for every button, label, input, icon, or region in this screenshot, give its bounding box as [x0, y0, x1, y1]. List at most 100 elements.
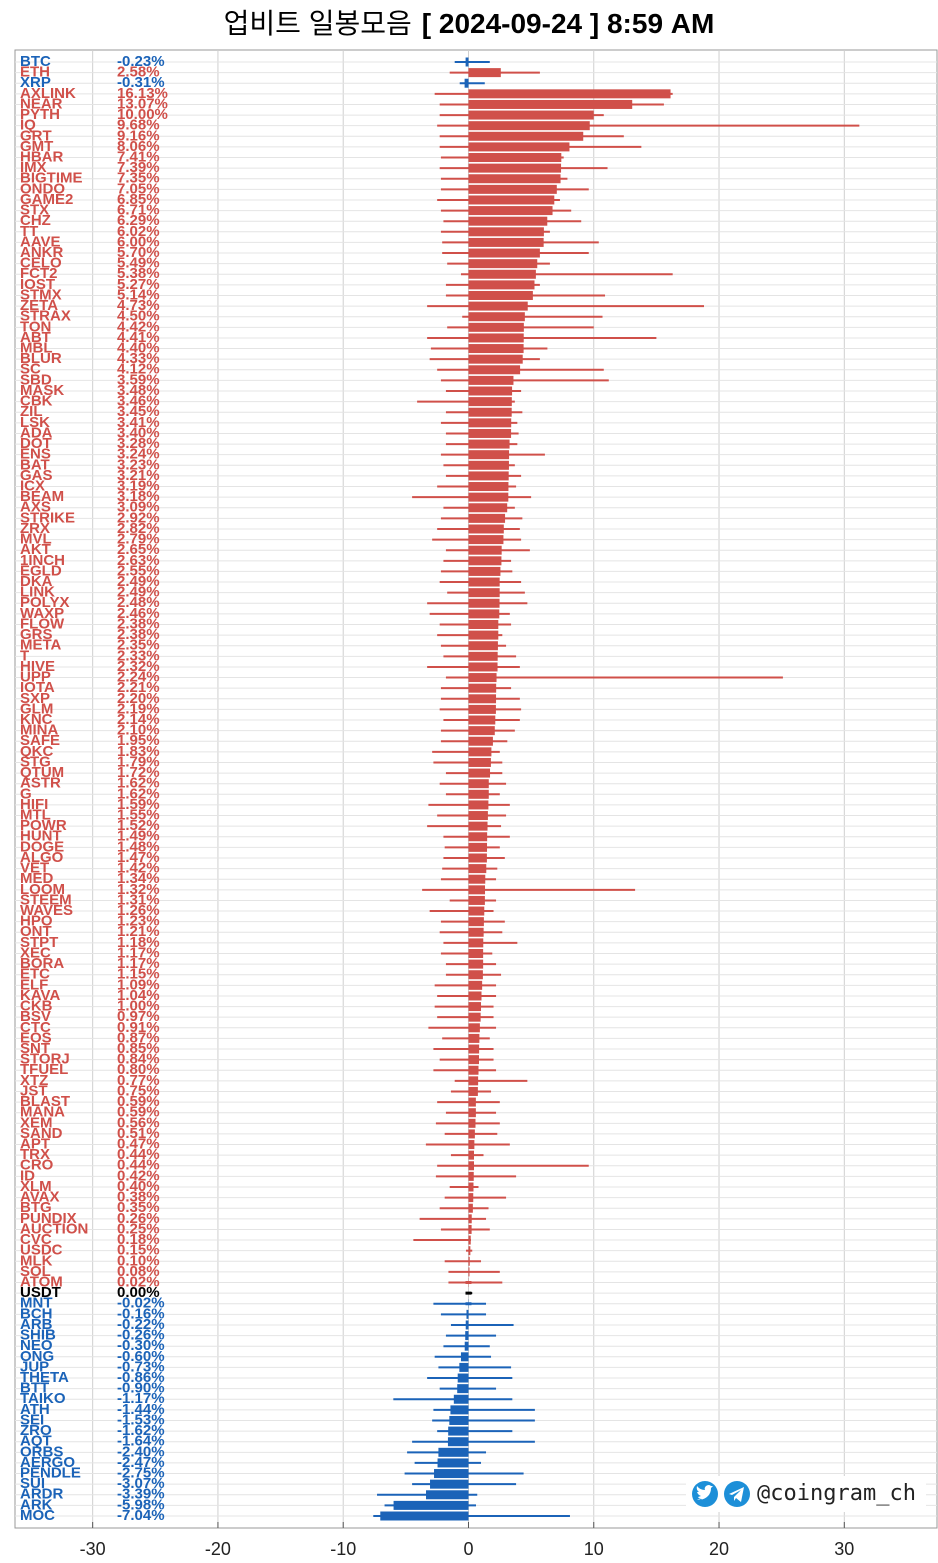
value-label: 2.79%: [117, 531, 160, 548]
x-tick-label: -30: [80, 1539, 106, 1559]
value-label: 3.28%: [117, 435, 160, 452]
bar: [468, 312, 525, 322]
bar: [468, 142, 570, 152]
category-label: KNC: [20, 711, 53, 728]
value-label: 0.59%: [117, 1104, 160, 1121]
value-label: 1.48%: [117, 838, 160, 855]
value-label: 0.44%: [117, 1146, 160, 1163]
category-label: BAT: [20, 456, 50, 473]
value-label: 3.45%: [117, 403, 160, 420]
bar: [468, 471, 509, 481]
value-label: -3.07%: [117, 1475, 165, 1492]
category-label: ORBS: [20, 1443, 63, 1460]
category-label: MTL: [20, 807, 51, 824]
bar: [468, 365, 521, 375]
value-label: 3.46%: [117, 393, 160, 410]
value-label: -1.44%: [117, 1401, 165, 1418]
value-label: 0.59%: [117, 1093, 160, 1110]
value-label: 0.51%: [117, 1125, 160, 1142]
value-label: 1.18%: [117, 934, 160, 951]
bar: [468, 1023, 480, 1033]
category-label: SC: [20, 361, 41, 378]
value-label: 4.73%: [117, 297, 160, 314]
value-label: 2.48%: [117, 594, 160, 611]
category-label: STMX: [20, 286, 62, 303]
bar: [434, 1469, 469, 1479]
bar: [468, 450, 510, 460]
bar: [393, 1500, 469, 1510]
category-label: SBD: [20, 371, 52, 388]
bar: [468, 439, 510, 449]
value-label: -2.40%: [117, 1443, 165, 1460]
bar: [468, 301, 528, 311]
value-label: 1.42%: [117, 860, 160, 877]
value-label: 0.02%: [117, 1273, 160, 1290]
value-label: 1.00%: [117, 998, 160, 1015]
bar: [468, 1118, 476, 1128]
category-label: MASK: [20, 382, 64, 399]
value-label: 1.79%: [117, 753, 160, 770]
value-label: 1.59%: [117, 796, 160, 813]
category-label: ARDR: [20, 1486, 63, 1503]
bar: [437, 1458, 469, 1468]
bar: [468, 630, 499, 640]
value-label: 2.92%: [117, 509, 160, 526]
bar: [468, 662, 498, 672]
bar: [468, 906, 485, 916]
bar: [468, 89, 671, 99]
bar: [468, 1086, 478, 1096]
value-label: 4.12%: [117, 361, 160, 378]
bar: [465, 1331, 469, 1341]
bar: [468, 1203, 473, 1213]
category-label: ARK: [20, 1496, 53, 1513]
watermark-text: @coingram_ch: [757, 1481, 916, 1506]
bar: [468, 864, 487, 874]
bar: [468, 598, 500, 608]
value-label: 0.10%: [117, 1252, 160, 1269]
bar: [468, 566, 501, 576]
category-label: PENDLE: [20, 1465, 81, 1482]
bar: [468, 206, 553, 216]
value-label: 3.23%: [117, 456, 160, 473]
category-label: XEM: [20, 1114, 53, 1131]
value-label: -0.90%: [117, 1380, 165, 1397]
bar: [468, 683, 497, 693]
value-label: 1.26%: [117, 902, 160, 919]
bar: [468, 1012, 481, 1022]
x-tick-label: 0: [463, 1539, 473, 1559]
category-label: FCT2: [20, 265, 58, 282]
value-label: -1.53%: [117, 1411, 165, 1428]
category-label: CVC: [20, 1231, 52, 1248]
value-label: 5.14%: [117, 286, 160, 303]
bar: [468, 619, 499, 629]
value-label: -1.62%: [117, 1422, 165, 1439]
category-label: LOOM: [20, 881, 65, 898]
category-label: ZETA: [20, 297, 58, 314]
value-label: 6.71%: [117, 202, 160, 219]
bar: [468, 768, 491, 778]
category-label: STORJ: [20, 1051, 70, 1068]
value-label: 6.00%: [117, 233, 160, 250]
bar: [468, 1097, 476, 1107]
category-label: CKB: [20, 998, 53, 1015]
value-label: -2.47%: [117, 1454, 165, 1471]
category-label: ELF: [20, 976, 48, 993]
category-label: STPT: [20, 934, 58, 951]
value-label: -0.26%: [117, 1327, 165, 1344]
bar: [468, 588, 500, 598]
category-label: MNT: [20, 1295, 53, 1312]
value-label: -0.02%: [117, 1295, 165, 1312]
bar: [468, 1267, 470, 1277]
bar: [468, 1193, 474, 1203]
category-label: HUNT: [20, 828, 62, 845]
value-label: 0.26%: [117, 1210, 160, 1227]
value-label: 1.52%: [117, 817, 160, 834]
category-label: LSK: [20, 414, 50, 431]
category-label: DOT: [20, 435, 52, 452]
x-tick-label: 20: [709, 1539, 729, 1559]
bar: [468, 153, 562, 163]
bar: [450, 1405, 469, 1415]
value-label: 0.08%: [117, 1263, 160, 1280]
chart-subtitle: [ 2024-09-24 ] 8:59 AM: [422, 8, 715, 39]
value-label: 1.21%: [117, 923, 160, 940]
